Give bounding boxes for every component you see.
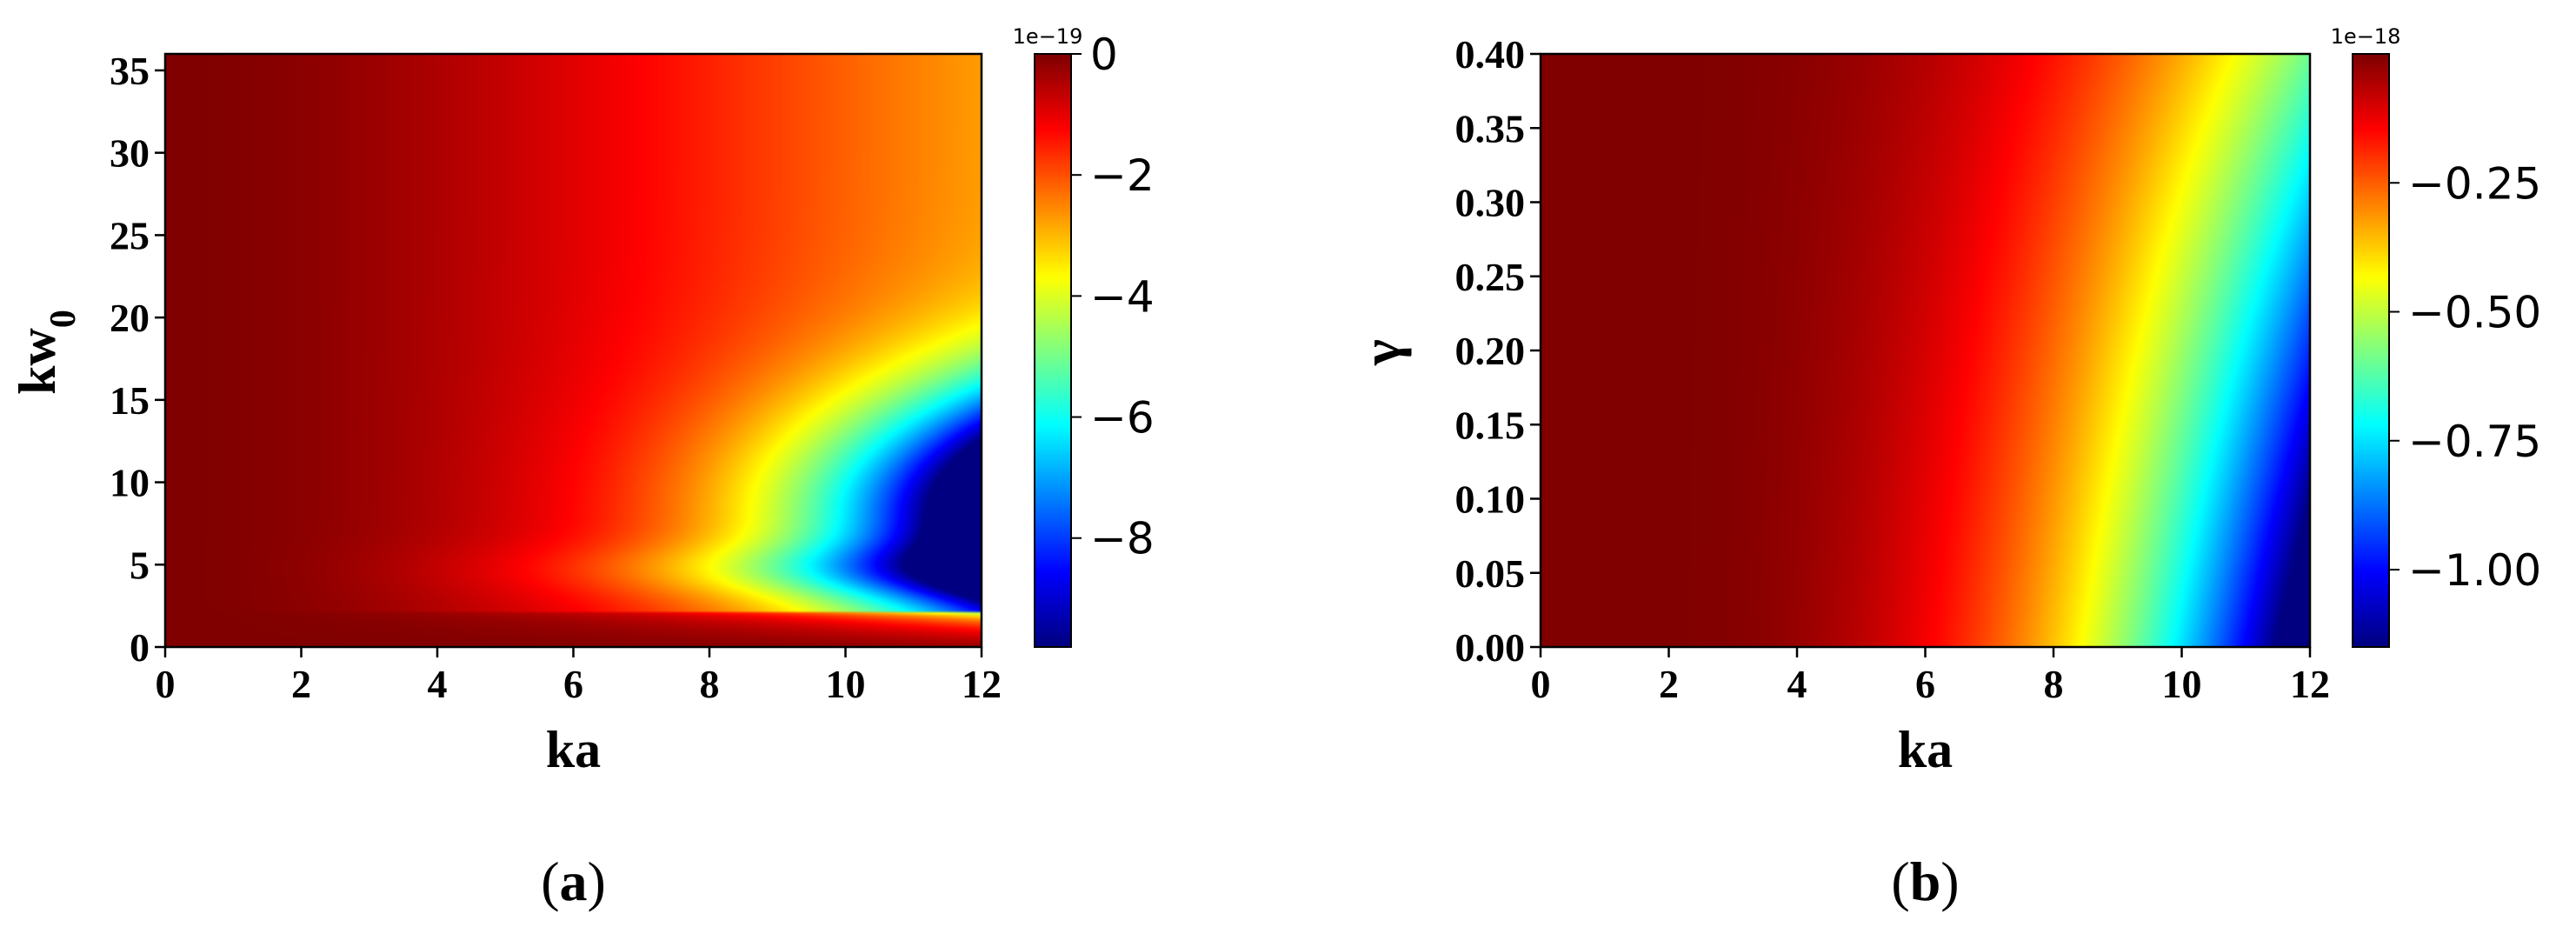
a-colorbar-offset: 1e−19 — [1013, 24, 1083, 49]
y-ticks-b: 0.00 0.05 0.10 0.15 0.20 0.25 0.30 0.35 0.40 — [1455, 32, 1541, 670]
a-colorbar-label: −6 — [1090, 393, 1155, 444]
a-ytick-label: 30 — [110, 131, 150, 176]
b-colorbar-label: −0.75 — [2408, 417, 2541, 467]
a-ytick-label: 25 — [110, 213, 150, 257]
a-colorbar-label: −2 — [1090, 150, 1155, 201]
caption-a: (a) — [541, 851, 606, 912]
b-xtick-label: 0 — [1531, 662, 1551, 706]
b-ytick-label: 0.15 — [1455, 403, 1526, 447]
x-axis-label-a: ka — [546, 721, 601, 778]
b-colorbar-offset: 1e−18 — [2331, 24, 2401, 49]
b-ytick-label: 0.40 — [1455, 32, 1526, 77]
b-ytick-label: 0.00 — [1455, 625, 1526, 670]
b-colorbar-frame — [2352, 53, 2390, 648]
a-xtick-label: 2 — [291, 662, 311, 706]
a-colorbar-frame — [1034, 53, 1072, 648]
y-ticks-a: 0 5 10 15 20 25 30 35 — [110, 49, 165, 670]
colorbar-a: 0 −2 −4 −6 −8 1e−19 — [1013, 24, 1155, 648]
b-ytick-label: 0.05 — [1455, 551, 1526, 596]
a-colorbar-label: −8 — [1090, 514, 1155, 564]
a-ytick-label: 10 — [110, 461, 150, 505]
x-ticks-a: 0 2 4 6 8 10 12 — [156, 647, 1002, 706]
a-colorbar-gradient — [1035, 54, 1071, 647]
a-xtick-label: 6 — [563, 662, 583, 706]
panel-a: 0 2 4 6 8 10 12 0 5 10 15 20 25 30 35 ka kw0 0 −2 −4 −6 −… — [9, 24, 1155, 912]
b-xtick-label: 6 — [1915, 662, 1935, 706]
panel-b: 0 2 4 6 8 10 12 0.000.050.100.150.200.250.300.… — [1350, 24, 2541, 912]
b-colorbar-gradient — [2353, 54, 2389, 647]
x-ticks-b: 0 2 4 6 8 10 12 — [1531, 647, 2330, 706]
caption-b: (b) — [1891, 851, 1959, 912]
b-ytick-label: 0.25 — [1455, 255, 1526, 299]
heatmap-b — [1541, 54, 2310, 647]
a-xtick-label: 8 — [700, 662, 720, 706]
a-ytick-label: 5 — [130, 543, 150, 587]
a-xtick-label: 0 — [156, 662, 176, 706]
a-ytick-label: 15 — [110, 378, 150, 423]
a-xtick-label: 12 — [962, 662, 1002, 706]
b-colorbar-label: −1.00 — [2408, 545, 2541, 596]
b-ytick-label: 0.20 — [1455, 329, 1526, 373]
x-axis-label-b: ka — [1898, 721, 1953, 778]
a-xtick-label: 4 — [428, 662, 448, 706]
b-ytick-label: 0.10 — [1455, 477, 1526, 522]
a-colorbar-label: −4 — [1090, 271, 1155, 322]
b-xtick-label: 12 — [2290, 662, 2330, 706]
b-colorbar-label: −0.50 — [2408, 288, 2541, 338]
a-ytick-label: 35 — [110, 49, 150, 93]
b-xtick-label: 4 — [1787, 662, 1807, 706]
b-xtick-label: 10 — [2162, 662, 2202, 706]
heatmap-a-field — [165, 54, 982, 647]
heatmap-b-field — [1541, 54, 2310, 647]
a-ytick-label: 20 — [110, 296, 150, 340]
b-xtick-label: 8 — [2044, 662, 2064, 706]
b-ytick-label: 0.30 — [1455, 181, 1526, 225]
a-ytick-label: 0 — [130, 625, 150, 670]
b-xtick-label: 2 — [1659, 662, 1679, 706]
a-colorbar-label: 0 — [1090, 30, 1118, 80]
y-axis-label-b: γ — [1350, 339, 1412, 366]
heatmap-a — [165, 54, 982, 647]
y-axis-label-a: kw0 — [9, 310, 83, 395]
a-xtick-label: 10 — [826, 662, 866, 706]
b-ytick-label: 0.35 — [1455, 106, 1526, 150]
b-colorbar-label: −0.25 — [2408, 158, 2541, 209]
colorbar-b: −0.25 −0.50 −0.75 −1.00 1e−18 — [2331, 24, 2541, 648]
